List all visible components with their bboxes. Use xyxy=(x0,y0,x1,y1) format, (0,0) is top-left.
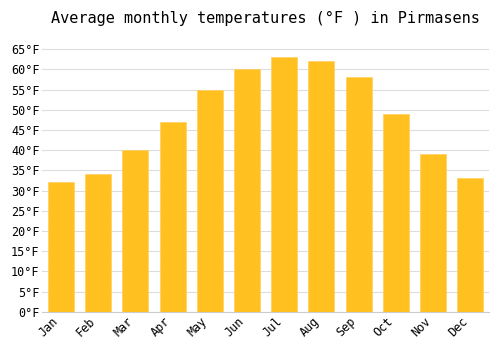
Bar xyxy=(308,61,334,312)
Title: Average monthly temperatures (°F ) in Pirmasens: Average monthly temperatures (°F ) in Pi… xyxy=(51,11,480,26)
Bar xyxy=(346,77,372,312)
Bar xyxy=(383,114,409,312)
Bar xyxy=(271,57,297,312)
Bar xyxy=(160,122,186,312)
Bar xyxy=(85,174,111,312)
Bar xyxy=(48,182,74,312)
Bar xyxy=(122,150,148,312)
Bar xyxy=(420,154,446,312)
Bar xyxy=(458,178,483,312)
Bar xyxy=(234,69,260,312)
Bar xyxy=(197,90,223,312)
